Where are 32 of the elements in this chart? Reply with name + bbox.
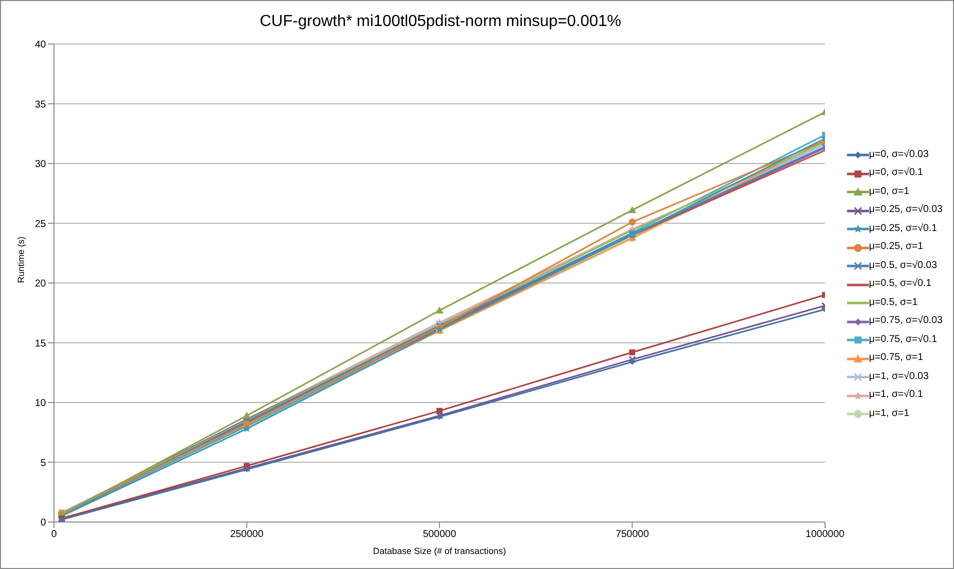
legend-label: μ=1, σ=1: [869, 406, 910, 421]
x-tick-label: 750000: [616, 529, 650, 540]
y-tick-label: 15: [34, 338, 46, 350]
y-axis-title: Runtime (s): [16, 236, 26, 283]
legend-label: μ=0, σ=√0.03: [869, 148, 929, 162]
y-tick-label: 30: [34, 159, 46, 170]
x-tick-label: 0: [51, 529, 58, 540]
y-tick-label: 25: [34, 218, 46, 230]
y-tick-label: 0: [40, 518, 46, 529]
legend-label: μ=0.25, σ=√0.1: [869, 222, 938, 236]
x-tick-label: 1000000: [806, 529, 845, 540]
legend-label: μ=0.75, σ=1: [869, 351, 924, 366]
legend-label: μ=0.75, σ=√0.1: [869, 332, 938, 347]
x-axis-title: Database Size (# of transactions): [372, 546, 506, 556]
chart-title: CUF-growth* mi100tl05pdist-norm minsup=0.001%: [258, 13, 622, 31]
legend-label: μ=0.5, σ=√0.1: [869, 277, 932, 292]
legend-label: μ=0.5, σ=1: [869, 296, 918, 310]
y-tick-label: 35: [34, 99, 46, 110]
y-tick-label: 40: [34, 40, 46, 51]
legend-label: μ=0.25, σ=1: [869, 240, 924, 254]
legend-label: μ=1, σ=√0.1: [869, 388, 924, 402]
x-tick-label: 250000: [230, 529, 264, 540]
x-tick-label: 500000: [422, 529, 457, 540]
legend-label: μ=1, σ=√0.03: [869, 370, 929, 384]
legend-label: μ=0.25, σ=√0.03: [869, 203, 943, 218]
legend-label: μ=0, σ=1: [869, 184, 910, 199]
y-tick-label: 20: [34, 278, 46, 290]
legend-label: μ=0.75, σ=√0.03: [869, 314, 943, 328]
legend-label: μ=0.5, σ=√0.03: [869, 258, 938, 273]
y-tick-label: 5: [40, 458, 46, 469]
legend-label: μ=0, σ=√0.1: [869, 166, 924, 180]
y-tick-label: 10: [34, 398, 46, 410]
